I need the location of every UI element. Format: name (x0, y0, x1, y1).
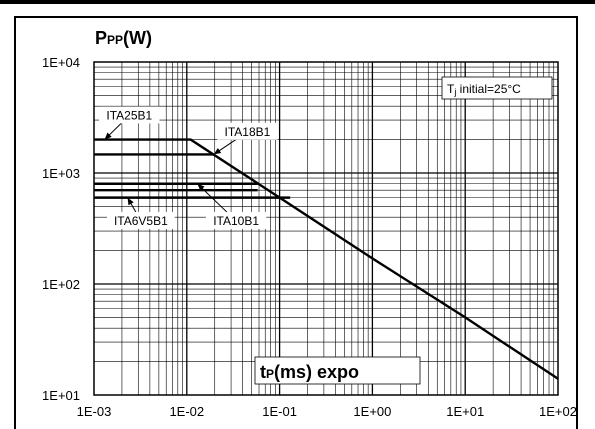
label-arrow-ita25b1 (104, 132, 112, 140)
x-axis-label-sub: P (266, 367, 274, 381)
temperature-condition-rest: initial=25°C (456, 82, 521, 96)
label-box-ita6v5b1 (107, 211, 175, 229)
x-tick-label: 1E+00 (353, 404, 391, 419)
tick-labels: 1E-03 1E-02 1E-01 1E+00 1E+01 1E+02 1E+01 1E+02… (42, 55, 577, 419)
svg-text:tP(ms) expo: tP(ms) expo (260, 362, 359, 382)
y-tick-label: 1E+03 (42, 166, 80, 181)
temperature-condition-box: Tj initial=25°C (441, 76, 553, 100)
y-tick-label: 1E+02 (42, 277, 80, 292)
figure-frame (14, 16, 578, 429)
y-axis-label: PPP(W) (95, 28, 152, 48)
x-tick-label: 1E-02 (169, 404, 204, 419)
y-tick-label: 1E+01 (42, 388, 80, 403)
y-axis-label-rest: (W) (123, 28, 152, 48)
chart-annotations: ITA25B1 ITA18B1 ITA6V5B1 ITA10B1 (99, 106, 278, 229)
series-label-ita10b1: ITA10B1 (213, 214, 259, 228)
chart-series (94, 138, 559, 380)
label-box-ita10b1 (205, 211, 267, 229)
series-label-ita6v5b1: ITA6V5B1 (114, 214, 168, 228)
top-border (0, 0, 595, 4)
series-line-ita25b1 (94, 138, 559, 380)
svg-text:PPP(W): PPP(W) (95, 28, 152, 48)
x-axis-label-main: t (260, 362, 266, 382)
y-axis-label-sub: PP (107, 33, 123, 47)
label-box-ita25b1 (99, 106, 160, 124)
x-axis-label-rest: (ms) expo (274, 362, 359, 382)
x-axis-label-box: tP(ms) expo (254, 356, 421, 385)
temperature-condition-main: T (447, 82, 455, 96)
x-tick-label: 1E+02 (539, 404, 577, 419)
label-box-ita18b1 (217, 122, 278, 140)
temperature-condition-background (441, 76, 553, 100)
x-tick-label: 1E+01 (446, 404, 484, 419)
temperature-condition-sub: j (453, 87, 456, 97)
y-tick-label: 1E+04 (42, 55, 80, 70)
series-label-ita18b1: ITA18B1 (225, 125, 271, 139)
svg-text:Tj initial=25°C: Tj initial=25°C (447, 82, 521, 97)
x-tick-label: 1E-01 (262, 404, 297, 419)
series-label-ita25b1: ITA25B1 (106, 108, 152, 122)
label-arrow-ita18b1 (213, 148, 222, 155)
x-axis-label-background (254, 356, 421, 385)
label-arrow-ita10b1 (197, 183, 205, 191)
y-axis-label-main: P (95, 28, 107, 48)
label-arrow-ita6v5b1 (127, 197, 134, 206)
x-tick-label: 1E-03 (77, 404, 112, 419)
